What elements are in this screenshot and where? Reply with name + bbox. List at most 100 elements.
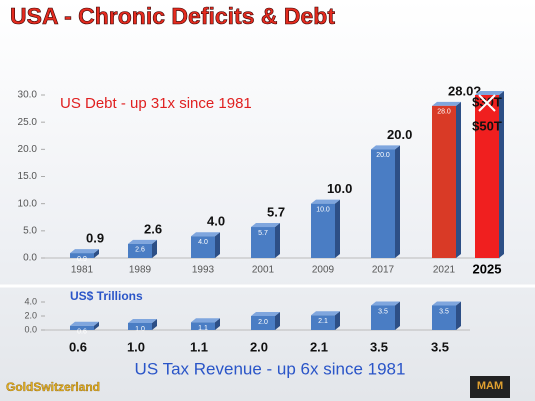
bar-side: [395, 145, 400, 258]
bar-top: [371, 145, 400, 150]
bar: [251, 316, 275, 330]
x-tick-label: 2009: [312, 265, 335, 276]
bar-inner-label: 1.0: [135, 326, 145, 333]
y-tick-label: 30.0: [18, 90, 38, 101]
bar: [70, 253, 94, 258]
bar-top: [251, 312, 280, 316]
bar: [311, 315, 335, 330]
bar-top: [432, 101, 461, 106]
bar-inner-label: 2.6: [135, 247, 145, 254]
bar-side: [499, 91, 504, 258]
y-tick-label: 4.0: [24, 296, 37, 306]
bar-top: [371, 301, 400, 306]
value-label: 2.1: [310, 339, 328, 354]
y-tick-label: 15.0: [18, 171, 38, 182]
value-label: 10.0: [327, 181, 352, 196]
x-tick-label: 2017: [372, 265, 395, 276]
value-label: 1.1: [190, 339, 208, 354]
x-tick-label: 2021: [433, 265, 456, 276]
bar-inner-label: 4.0: [198, 239, 208, 246]
bar-side: [152, 319, 157, 330]
value-label: 5.7: [267, 204, 285, 219]
bar-side: [152, 239, 157, 258]
bar-side: [456, 301, 461, 330]
bar-inner-label: 10.0: [316, 207, 330, 214]
bar: [371, 149, 395, 258]
bar-top: [191, 232, 220, 237]
x-tick-label: 1981: [71, 265, 94, 276]
y-tick-label: 5.0: [23, 225, 37, 236]
value-label: 2.0: [250, 339, 268, 354]
bar-side: [275, 223, 280, 258]
bar: [311, 203, 335, 258]
bar-side: [94, 321, 99, 330]
value-label: 28.0?: [448, 83, 481, 98]
debt-annotation: US Debt - up 31x since 1981: [60, 95, 252, 112]
bar-inner-label: 28.0: [437, 109, 451, 116]
bar-inner-label: 20.0: [376, 152, 390, 159]
bar-top: [311, 311, 340, 316]
bar: [432, 105, 456, 258]
x-tick-label: 2001: [252, 265, 275, 276]
value-label: 1.0: [127, 339, 145, 354]
bar-top: [311, 199, 340, 204]
bar-side: [335, 311, 340, 330]
bar: [475, 95, 499, 258]
y-tick-label: 0.0: [23, 253, 37, 264]
y-tick-label: 10.0: [18, 198, 38, 209]
bar: [191, 322, 215, 330]
bar: [432, 305, 456, 330]
bar-top: [70, 249, 99, 254]
cross-out: [478, 94, 496, 112]
revenue-axis-label: US$ Trillions: [70, 289, 143, 303]
bar-top: [432, 301, 461, 306]
bar-top: [70, 321, 99, 326]
bar: [128, 323, 152, 330]
value-label: 0.6: [69, 339, 87, 354]
value-label: 2.6: [144, 221, 162, 236]
bar-inner-label: 3.5: [378, 308, 388, 315]
bar-top: [251, 223, 280, 228]
y-tick-label: 25.0: [18, 117, 38, 128]
bar-side: [335, 199, 340, 258]
value-label: 4.0: [207, 214, 225, 229]
bar-top: [128, 239, 157, 244]
value-label: 20.0: [387, 127, 412, 142]
value-label: 3.5: [370, 339, 388, 354]
logo-box: [470, 376, 510, 398]
bar: [251, 227, 275, 258]
bar-inner-label: 3.5: [439, 308, 449, 315]
bar-inner-label: 2.1: [318, 318, 328, 325]
value-label: 3.5: [431, 339, 449, 354]
bar-side: [215, 232, 220, 258]
y-tick-label: 2.0: [24, 310, 37, 320]
bar: [70, 325, 94, 330]
bar-inner-label: 1.1: [198, 325, 208, 332]
x-tick-label: 1993: [192, 265, 215, 276]
bar: [191, 236, 215, 258]
revenue-annotation: US Tax Revenue - up 6x since 1981: [135, 359, 406, 378]
source: GoldSwitzerland: [6, 380, 100, 394]
bar-side: [275, 312, 280, 330]
bar-inner-label: 5.7: [258, 230, 268, 237]
bar-top: [191, 318, 220, 323]
bar-side: [395, 301, 400, 330]
bar-side: [456, 101, 461, 258]
bar-side: [215, 318, 220, 330]
bar: [371, 305, 395, 330]
y-tick-label: 0.0: [24, 324, 37, 334]
logo: MAM: [477, 380, 503, 392]
bar-inner-label: 0.9: [77, 256, 87, 263]
bar-top: [128, 319, 157, 323]
y-tick-label: 20.0: [18, 144, 38, 155]
bar: [128, 243, 152, 258]
bar-inner-label: 2.0: [258, 319, 268, 326]
x-tick-label: 1989: [129, 265, 152, 276]
bar-top: [475, 91, 504, 95]
title: USA - Chronic Deficits & Debt: [10, 3, 335, 29]
x-tick-label: 2025: [473, 261, 502, 276]
extra-label: $50T: [472, 118, 502, 133]
bar-side: [94, 249, 99, 258]
value-label: 0.9: [86, 231, 104, 246]
